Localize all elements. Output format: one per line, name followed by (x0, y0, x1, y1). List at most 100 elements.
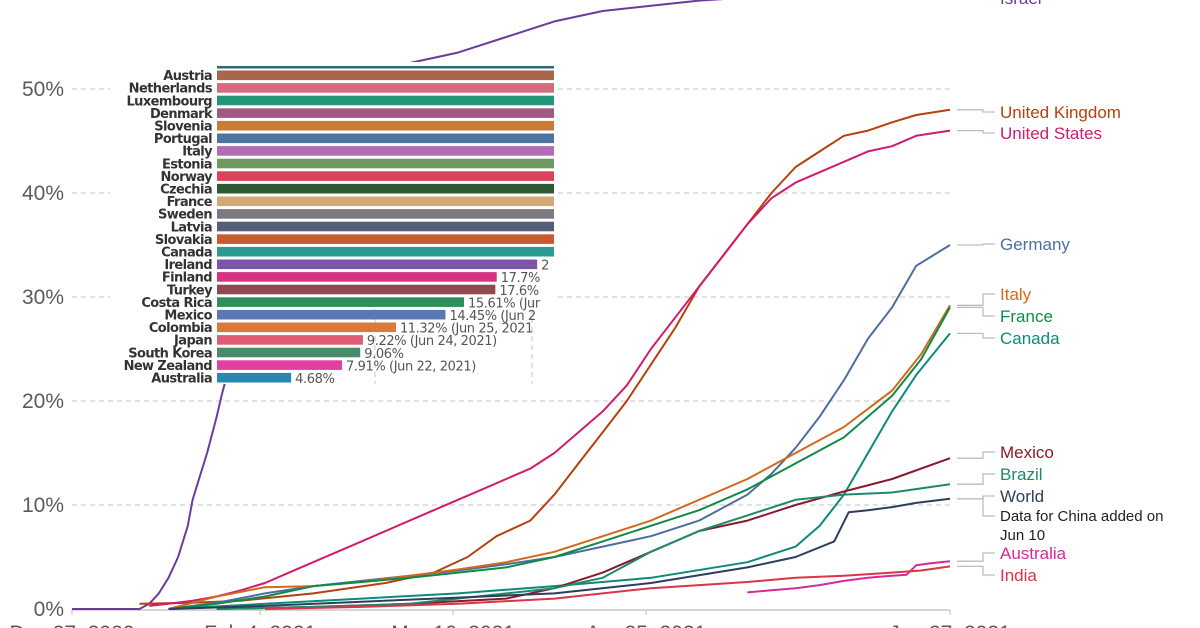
inset-bar-label: Luxembourg (127, 94, 213, 109)
series-labels: Israel United Kingdom United States Germany… (957, 0, 1163, 585)
x-tick-label: Feb 4, 2021 (204, 622, 316, 628)
series-line-india (264, 565, 951, 610)
x-tick-label: Dec 27, 2020 (10, 622, 135, 628)
inset-bar (217, 246, 554, 257)
y-axis: 0% 10% 20% 30% 40% 50% (22, 78, 64, 621)
inset-bar (217, 347, 361, 358)
inset-bar (217, 259, 538, 270)
inset-bar-value: 11.32% (Jun 25, 2021 (400, 322, 533, 337)
x-tick-label: Mar 16, 2021 (391, 622, 515, 628)
x-axis: Dec 27, 2020 Feb 4, 2021 Mar 16, 2021 Apr 2… (10, 609, 1011, 628)
label-connector (957, 243, 995, 246)
series-label-france: France (1000, 307, 1053, 326)
inset-bar (217, 171, 554, 181)
inset-bar (217, 372, 292, 383)
inset-bar (217, 209, 554, 219)
inset-bar-label: Czechia (160, 183, 212, 198)
inset-bar-label: Estonia (162, 157, 212, 172)
series-line-united-kingdom (139, 108, 951, 605)
series-line-canada (168, 332, 951, 610)
series-line-australia (747, 560, 951, 594)
series-lines (72, 0, 951, 610)
inset-bar-label: Sweden (158, 208, 212, 223)
inset-bar-value: 17.6% (499, 284, 538, 299)
series-line-france (168, 306, 951, 610)
x-tick-label: Jun 27, 2021 (889, 622, 1010, 628)
label-connector (957, 129, 995, 134)
inset-bar-label: Portugal (154, 132, 212, 147)
inset-bar-label: Austria (163, 69, 212, 84)
series-label-italy: Italy (1000, 285, 1032, 304)
inset-bar-cropped (217, 66, 554, 69)
inset-bar-label: Colombia (149, 321, 212, 336)
inset-bar (217, 133, 554, 144)
series-label-brazil: Brazil (1000, 465, 1043, 484)
label-connector (957, 293, 995, 306)
label-connector (957, 332, 995, 339)
y-tick-label: 0% (34, 598, 64, 621)
y-tick-label: 20% (22, 390, 64, 413)
inset-bar (217, 196, 554, 207)
series-label-israel: Israel (1000, 0, 1042, 8)
inset-bar (217, 335, 363, 345)
inset-bar-value: 2 (541, 259, 549, 274)
inset-bar-label: Japan (173, 334, 212, 349)
y-tick-label: 30% (22, 286, 64, 309)
y-tick-label: 50% (22, 78, 64, 101)
inset-bar-label: Norway (161, 170, 214, 185)
inset-bar-label: Slovenia (154, 120, 212, 135)
series-label-mexico: Mexico (1000, 443, 1054, 462)
annotation-line-1: Data for China added on (1000, 508, 1163, 525)
annotation-connector (982, 496, 995, 517)
inset-bar-label: New Zealand (124, 359, 213, 374)
series-line-united-states (149, 129, 951, 607)
inset-bar-value: 7.91% (Jun 22, 2021) (346, 359, 476, 374)
inset-bar-value: 9.06% (364, 347, 403, 362)
inset-bar-value: 14.45% (Jun 2 (449, 309, 535, 324)
inset-bar-label: France (167, 195, 213, 210)
label-connector (957, 306, 995, 317)
inset-bar (217, 234, 554, 244)
inset-bar-value: 17.7% (501, 271, 540, 286)
inset-bar (217, 120, 554, 131)
inset-bar (217, 108, 554, 118)
inset-bar (217, 146, 554, 156)
series-label-germany: Germany (1000, 235, 1070, 254)
inset-bar (217, 221, 554, 232)
series-label-united-states: United States (1000, 124, 1102, 143)
inset-bar (217, 95, 554, 106)
series-line-world (168, 497, 951, 610)
inset-bar (217, 272, 497, 282)
series-line-italy (168, 304, 951, 610)
inset-bar (217, 183, 554, 194)
annotation-line-2: Jun 10 (1000, 527, 1045, 544)
y-tick-label: 10% (22, 494, 64, 517)
inset-bar-label: Netherlands (129, 82, 213, 97)
series-line-mexico (216, 457, 951, 610)
inset-bar-value: 15.61% (Jur (468, 296, 541, 311)
inset-bar (217, 158, 554, 169)
inset-bar-chart: AustriaNetherlandsLuxembourgDenmarkSlove… (110, 62, 556, 387)
inset-bar (217, 297, 465, 307)
inset-bar-label: Australia (151, 372, 212, 387)
inset-bar-label: Ireland (164, 258, 212, 273)
inset-bar (217, 83, 554, 93)
inset-bar-label: Mexico (164, 309, 212, 324)
inset-bar-label: Denmark (150, 107, 213, 122)
inset-bar-value: 4.68% (295, 372, 334, 387)
label-connector (957, 473, 995, 485)
inset-bar-label: South Korea (128, 346, 212, 361)
series-label-india: India (1000, 566, 1037, 585)
series-label-united-kingdom: United Kingdom (1000, 103, 1121, 122)
inset-bar (217, 360, 343, 370)
y-tick-label: 40% (22, 182, 64, 205)
inset-bar-label: Finland (162, 271, 212, 286)
series-line-brazil (216, 483, 951, 610)
inset-bar-label: Costa Rica (141, 296, 212, 311)
series-label-world: World (1000, 487, 1044, 506)
label-connector (957, 552, 995, 562)
label-connector (957, 451, 995, 459)
inset-bar-label: Latvia (171, 220, 212, 235)
inset-bar-value: 9.22% (Jun 24, 2021) (367, 334, 497, 349)
